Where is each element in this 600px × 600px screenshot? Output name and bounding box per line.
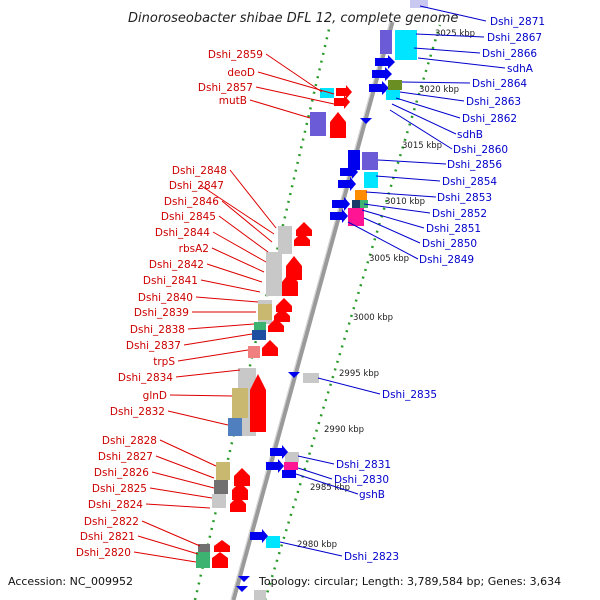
gene-label: Dshi_2853 bbox=[437, 192, 492, 204]
gene-label: Dshi_2826 bbox=[94, 467, 149, 479]
gene-label: rbsA2 bbox=[179, 243, 209, 255]
gene-label: Dshi_2839 bbox=[134, 307, 189, 319]
gene-label: Dshi_2866 bbox=[482, 48, 537, 60]
scale-tick: 2985 kbp bbox=[310, 483, 350, 493]
gene-features bbox=[196, 0, 428, 600]
gene-label: Dshi_2860 bbox=[453, 144, 508, 156]
gene-label: Dshi_2832 bbox=[110, 406, 165, 418]
gene-label: Dshi_2854 bbox=[442, 176, 497, 188]
gene-label: Dshi_2840 bbox=[138, 292, 193, 304]
gene-label: Dshi_2822 bbox=[84, 516, 139, 528]
gene-label: Dshi_2862 bbox=[462, 113, 517, 125]
scale-tick: 3015 kbp bbox=[402, 141, 442, 151]
gene-label: Dshi_2824 bbox=[88, 499, 143, 511]
gene-label: deoD bbox=[227, 67, 255, 79]
gene-label: Dshi_2823 bbox=[344, 551, 399, 563]
gene-label: sdhA bbox=[507, 63, 534, 75]
gene-label: Dshi_2847 bbox=[169, 180, 224, 192]
gene-label: Dshi_2846 bbox=[164, 196, 219, 208]
topology-text: Topology: circular; Length: 3,789,584 bp… bbox=[258, 575, 561, 588]
gene-label: sdhB bbox=[457, 129, 483, 141]
map-title: Dinoroseobacter shibae DFL 12, complete … bbox=[128, 11, 458, 26]
gene-label: Dshi_2850 bbox=[422, 238, 477, 250]
scale-tick: 3020 kbp bbox=[419, 85, 459, 95]
gene-label: gshB bbox=[359, 489, 385, 501]
gene-label: Dshi_2864 bbox=[472, 78, 527, 90]
gene-label: Dshi_2849 bbox=[419, 254, 474, 266]
gene-label: Dshi_2856 bbox=[447, 159, 502, 171]
gene-label: Dshi_2859 bbox=[208, 49, 263, 61]
gene-label: Dshi_2837 bbox=[126, 340, 181, 352]
scale-tick: 2980 kbp bbox=[297, 540, 337, 550]
left-gene-labels: Dshi_2859 deoD Dshi_2857 mutB Dshi_2848 … bbox=[76, 49, 263, 559]
accession-text: Accession: NC_009952 bbox=[8, 575, 133, 588]
right-gene-labels: Dshi_2871 Dshi_2867 Dshi_2866 sdhA Dshi_… bbox=[334, 16, 545, 563]
scale-tick: 2990 kbp bbox=[324, 425, 364, 435]
gene-label: Dshi_2828 bbox=[102, 435, 157, 447]
gene-label: Dshi_2848 bbox=[172, 165, 227, 177]
scale-ticks: 3025 kbp 3020 kbp 3015 kbp 3010 kbp 3005… bbox=[297, 29, 475, 550]
scale-tick: 2995 kbp bbox=[339, 369, 379, 379]
gene-label: Dshi_2844 bbox=[155, 227, 210, 239]
gene-label: Dshi_2834 bbox=[118, 372, 173, 384]
gene-label: Dshi_2857 bbox=[198, 82, 253, 94]
gene-label: Dshi_2825 bbox=[92, 483, 147, 495]
gene-label: Dshi_2838 bbox=[130, 324, 185, 336]
gene-label: mutB bbox=[219, 95, 247, 107]
gene-label: Dshi_2871 bbox=[490, 16, 545, 28]
gene-label: Dshi_2830 bbox=[334, 474, 389, 486]
right-leader-lines bbox=[279, 5, 506, 557]
gene-label: Dshi_2867 bbox=[487, 32, 542, 44]
gene-label: Dshi_2851 bbox=[426, 223, 481, 235]
gene-label: Dshi_2842 bbox=[149, 259, 204, 271]
gene-label: glnD bbox=[143, 390, 167, 402]
scale-tick: 3005 kbp bbox=[369, 254, 409, 264]
gene-label: Dshi_2827 bbox=[98, 451, 153, 463]
gene-label: trpS bbox=[153, 356, 175, 368]
gene-label: Dshi_2852 bbox=[432, 208, 487, 220]
scale-tick: 3025 kbp bbox=[435, 29, 475, 39]
genome-backbone bbox=[230, 21, 395, 600]
left-leader-lines bbox=[133, 53, 335, 563]
gene-label: Dshi_2845 bbox=[161, 211, 216, 223]
gene-label: Dshi_2863 bbox=[466, 96, 521, 108]
scale-tick: 3010 kbp bbox=[385, 197, 425, 207]
gene-label: Dshi_2820 bbox=[76, 547, 131, 559]
gene-label: Dshi_2831 bbox=[336, 459, 391, 471]
scale-tick: 3000 kbp bbox=[353, 313, 393, 323]
gene-label: Dshi_2841 bbox=[143, 275, 198, 287]
gene-label: Dshi_2821 bbox=[80, 531, 135, 543]
gene-label: Dshi_2835 bbox=[382, 389, 437, 401]
